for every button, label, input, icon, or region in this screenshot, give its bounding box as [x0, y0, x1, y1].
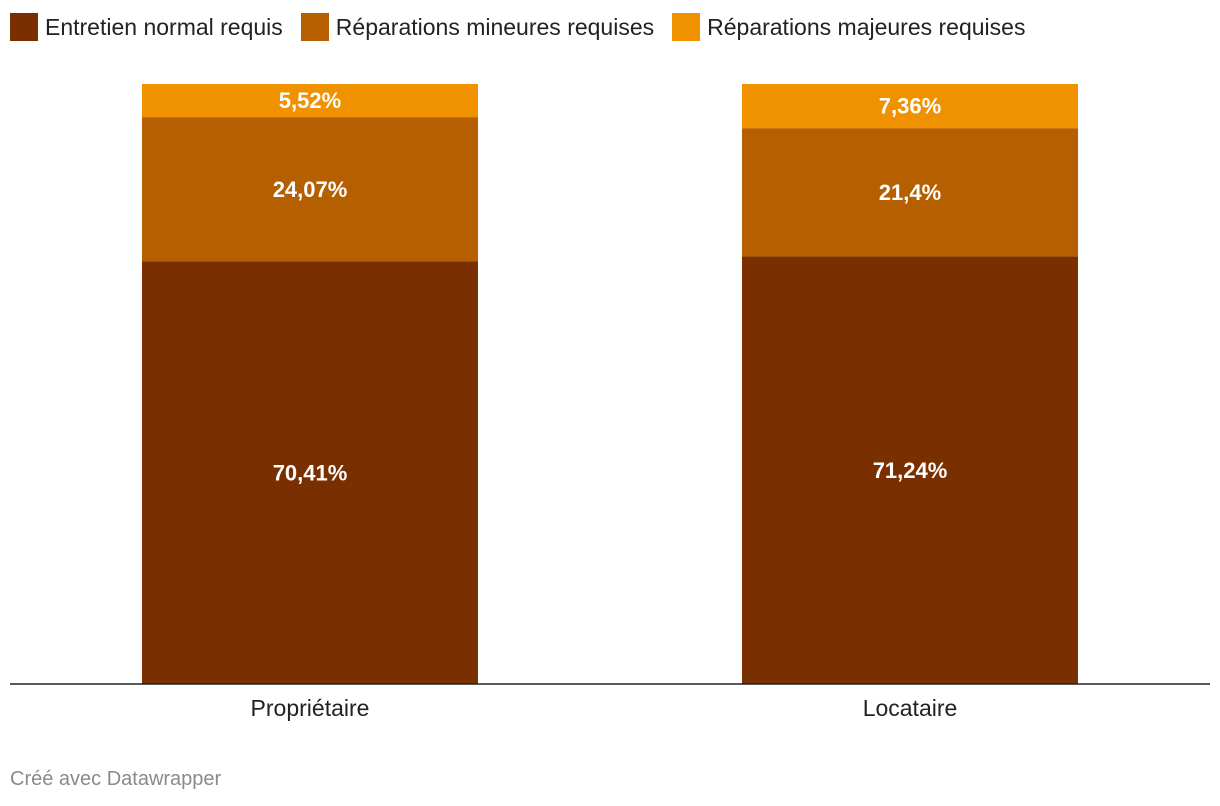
category-label-locataire: Locataire — [863, 695, 958, 721]
legend-item-reparations-mineures: Réparations mineures requises — [300, 13, 655, 41]
category-label-proprietaire: Propriétaire — [251, 695, 370, 721]
data-label-proprietaire-reparations-mineures-requises: 24,07% — [273, 177, 348, 202]
stacked-bar-chart: 70,41% 24,07% 5,52% Propriétaire 71,24% 21,4%… — [10, 84, 1210, 721]
data-label-locataire-reparations-majeures-requises: 7,36% — [879, 94, 941, 119]
legend-item-reparations-majeures: Réparations majeures requises — [672, 13, 1025, 41]
legend-label-entretien-normal: Entretien normal requis — [45, 13, 283, 40]
legend-label-reparations-mineures: Réparations mineures requises — [335, 13, 655, 40]
data-label-locataire-entretien-normal-requis: 71,24% — [873, 458, 948, 483]
datawrapper-credit: Créé avec Datawrapper — [10, 768, 222, 790]
data-label-locataire-reparations-mineures-requises: 21,4% — [879, 180, 941, 205]
bar-segment-locataire-entretien-normal-requis — [742, 256, 1078, 684]
chart-legend: Entretien normal requis Réparations mine… — [10, 12, 1043, 42]
bar-segment-proprietaire-reparations-majeures-requises — [142, 84, 478, 118]
bar-segment-proprietaire-reparations-mineures-requises — [142, 117, 478, 262]
legend-label-reparations-majeures: Réparations majeures requises — [707, 13, 1026, 40]
bar-segment-locataire-reparations-mineures-requises — [742, 128, 1078, 257]
bar-segment-locataire-reparations-majeures-requises — [742, 84, 1078, 129]
legend-item-entretien-normal: Entretien normal requis — [10, 13, 283, 41]
data-label-proprietaire-reparations-majeures-requises: 5,52% — [279, 88, 341, 113]
legend-swatch-entretien-normal — [10, 13, 38, 41]
legend-swatch-reparations-majeures — [672, 13, 701, 41]
legend-swatch-reparations-mineures — [300, 13, 329, 41]
data-label-proprietaire-entretien-normal-requis: 70,41% — [273, 460, 348, 485]
bar-segment-proprietaire-entretien-normal-requis — [142, 261, 478, 684]
